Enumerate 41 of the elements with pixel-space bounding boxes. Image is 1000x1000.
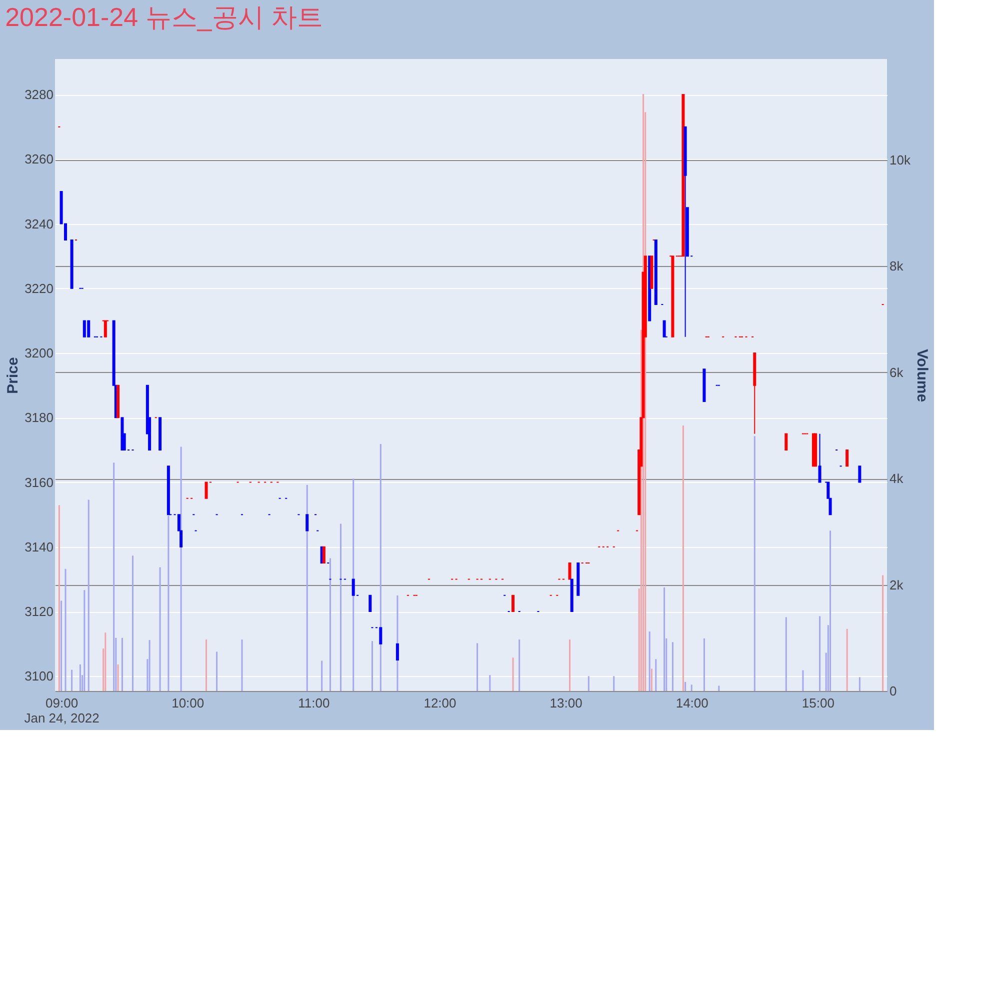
candlestick bbox=[352, 578, 355, 596]
y2-tick-label: 2k bbox=[890, 577, 904, 592]
y2-tick-label: 8k bbox=[890, 258, 904, 274]
y-tick-label: 3120 bbox=[24, 604, 54, 620]
candlestick bbox=[204, 482, 208, 499]
candlestick bbox=[858, 466, 862, 483]
candlestick bbox=[379, 627, 382, 644]
y-tick-label: 3160 bbox=[24, 474, 54, 490]
candlestick bbox=[784, 433, 788, 450]
chart-title: 2022-01-24 뉴스_공시 차트 bbox=[5, 2, 323, 32]
candlestick bbox=[306, 514, 309, 532]
y2-axis-title: Volume bbox=[913, 348, 930, 402]
x-tick-label: 12:00 bbox=[424, 696, 456, 710]
candlestick bbox=[396, 643, 399, 660]
y-tick-label: 3220 bbox=[24, 280, 54, 296]
candlestick bbox=[87, 320, 90, 338]
y2-tick-label: 4k bbox=[890, 471, 904, 486]
y-axis-title: Price bbox=[4, 357, 22, 394]
y2-tick-label: 6k bbox=[890, 364, 904, 380]
y2-tick-label: 10k bbox=[890, 152, 911, 168]
y-tick-label: 3240 bbox=[24, 216, 54, 232]
y-tick-label: 3100 bbox=[24, 668, 54, 684]
y-tick-label: 3260 bbox=[24, 152, 54, 167]
candlestick bbox=[512, 594, 515, 612]
candlestick bbox=[82, 320, 86, 338]
candlestick bbox=[818, 433, 822, 483]
x-tick-label: 11:00 bbox=[298, 696, 330, 710]
y-tick-label: 3140 bbox=[24, 539, 54, 554]
candlestick bbox=[846, 449, 849, 467]
x-tick-label: 14:00 bbox=[676, 696, 708, 710]
candlestick bbox=[568, 562, 572, 580]
x-tick-label: 13:00 bbox=[550, 696, 582, 710]
x-tick-label: 10:00 bbox=[172, 696, 204, 710]
candlestick bbox=[368, 594, 372, 612]
y-tick-label: 3280 bbox=[24, 87, 54, 102]
candlestick bbox=[322, 546, 326, 564]
y-tick-label: 3200 bbox=[24, 346, 54, 361]
y-tick-label: 3180 bbox=[24, 410, 54, 426]
x-tick-label: 15:00 bbox=[802, 696, 834, 710]
x-tick-label: 09:00 Jan 24, 2022 bbox=[24, 696, 100, 726]
y2-tick-label: 0 bbox=[890, 684, 897, 698]
